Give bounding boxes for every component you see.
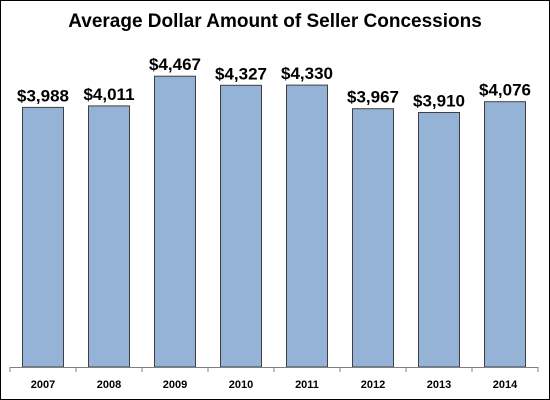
data-label-2012: $3,967 [347, 88, 399, 107]
bars-group [22, 75, 526, 368]
bar-2012 [352, 108, 394, 368]
bar-2011 [286, 84, 328, 368]
bar-2010 [220, 84, 262, 368]
data-label-2008: $4,011 [83, 85, 134, 104]
x-tick-label-2014: 2014 [493, 379, 518, 391]
x-tick-label-2007: 2007 [31, 379, 55, 391]
x-tick-label-2008: 2008 [97, 379, 121, 391]
bar-2007 [22, 106, 64, 368]
x-tick-label-2011: 2011 [295, 379, 319, 391]
data-label-2011: $4,330 [281, 64, 333, 83]
bar-2008 [88, 105, 130, 368]
x-tick-label-2009: 2009 [163, 379, 187, 391]
data-label-2013: $3,910 [413, 92, 465, 111]
data-labels-group: $3,988 $4,011 $4,467 $4,327 $4,330 $3,967 $3,9… [17, 55, 531, 110]
x-tick-labels-group: 2007 2008 2009 2010 2011 2012 2013 2014 [9, 367, 539, 391]
data-label-2007: $3,988 [17, 86, 69, 105]
x-tick-label-2013: 2013 [427, 379, 451, 391]
data-label-2009: $4,467 [149, 55, 201, 74]
bar-2009 [154, 75, 196, 368]
chart-title: Average Dollar Amount of Seller Concessi… [68, 11, 482, 32]
x-tick-label-2012: 2012 [361, 379, 385, 391]
bar-2014 [484, 101, 526, 368]
data-label-2014: $4,076 [479, 81, 531, 100]
x-tick-label-2010: 2010 [229, 379, 253, 391]
bar-2013 [418, 112, 460, 368]
data-label-2010: $4,327 [215, 64, 267, 83]
